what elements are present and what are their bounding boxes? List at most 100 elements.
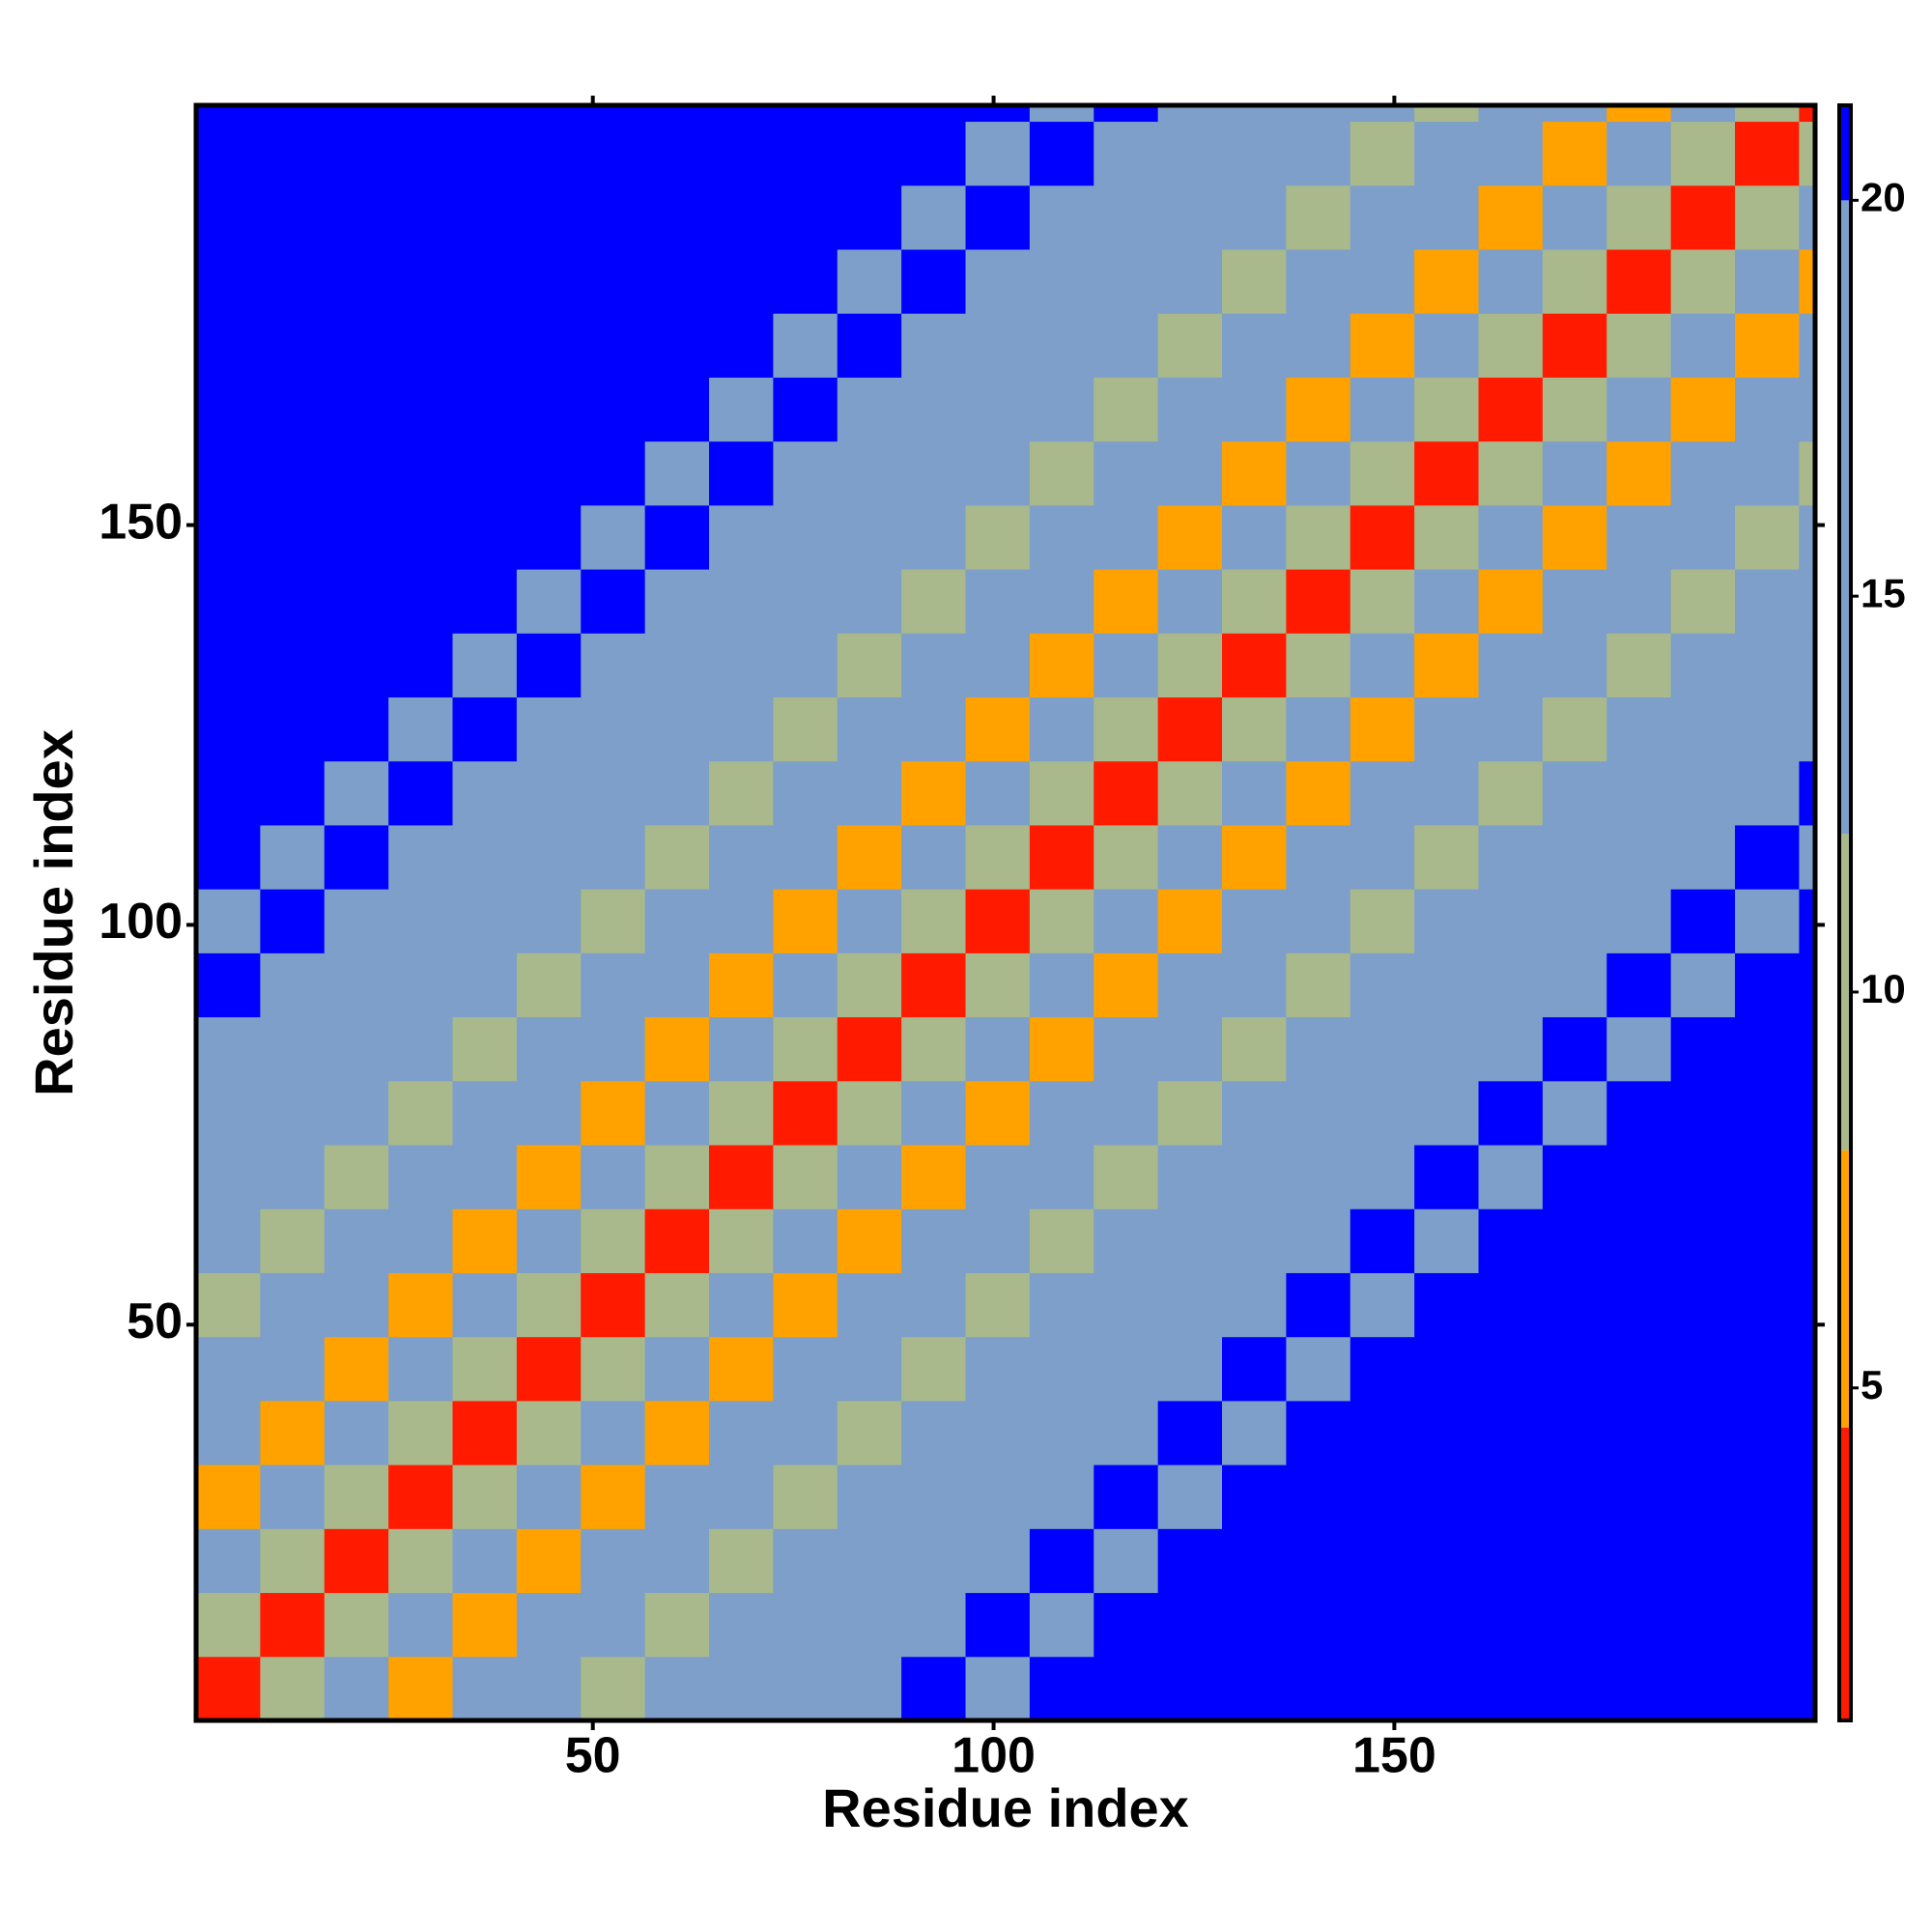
- heatmap-cell: [1286, 696, 1351, 762]
- heatmap-cell: [1286, 248, 1351, 314]
- heatmap-cell: [260, 952, 326, 1018]
- heatmap-cell: [1606, 1080, 1672, 1146]
- heatmap-cell: [837, 440, 902, 506]
- heatmap-cell: [452, 1336, 518, 1402]
- heatmap-cell: [837, 248, 902, 314]
- heatmap-cell: [901, 1336, 967, 1402]
- heatmap-cell: [1542, 248, 1607, 314]
- heatmap-cell: [901, 105, 967, 123]
- colorbar-tick-label: 20: [1861, 174, 1906, 219]
- heatmap-cell: [837, 1016, 902, 1082]
- heatmap-cell: [1414, 952, 1480, 1018]
- heatmap-cell: [452, 569, 518, 634]
- heatmap-cell: [1222, 313, 1287, 378]
- heatmap-cell: [260, 377, 326, 442]
- heatmap-cell: [1670, 1656, 1736, 1721]
- heatmap-cell: [1799, 248, 1816, 314]
- heatmap-cell: [1029, 696, 1094, 762]
- heatmap-cell: [773, 696, 838, 762]
- heatmap-cell: [1286, 1656, 1351, 1721]
- heatmap-cell: [388, 1208, 454, 1273]
- heatmap-cell: [1606, 1145, 1672, 1209]
- heatmap-cell: [1029, 1592, 1094, 1658]
- heatmap-cell: [1414, 1145, 1480, 1209]
- heatmap-cell: [388, 1016, 454, 1082]
- heatmap-cell: [644, 1400, 710, 1465]
- heatmap-cell: [516, 1464, 582, 1529]
- heatmap-cell: [1670, 313, 1736, 378]
- heatmap-cell: [1414, 824, 1480, 890]
- heatmap-cell: [324, 1336, 389, 1402]
- heatmap-cell: [581, 1145, 646, 1209]
- heatmap-cell: [901, 1080, 967, 1146]
- heatmap-cell: [452, 889, 518, 953]
- heatmap-cell: [1606, 1528, 1672, 1594]
- heatmap-cell: [837, 504, 902, 570]
- heatmap-cell: [1222, 1080, 1287, 1146]
- heatmap-cell: [1670, 248, 1736, 314]
- heatmap-cell: [644, 105, 710, 123]
- heatmap-cell: [1542, 760, 1607, 826]
- heatmap-cell: [837, 1400, 902, 1465]
- heatmap-cell: [1606, 633, 1672, 698]
- heatmap-cell: [1157, 1080, 1223, 1146]
- heatmap-cell: [324, 1016, 389, 1082]
- heatmap-cell: [709, 760, 774, 826]
- heatmap-cell: [196, 569, 261, 634]
- heatmap-cell: [1478, 760, 1544, 826]
- heatmap-cell: [1735, 1592, 1800, 1658]
- heatmap-cell: [1029, 1208, 1094, 1273]
- heatmap-cell: [773, 1400, 838, 1465]
- heatmap-cell: [644, 760, 710, 826]
- heatmap-cell: [388, 1272, 454, 1338]
- heatmap-cell: [452, 696, 518, 762]
- heatmap-cell: [1414, 105, 1480, 123]
- heatmap-cell: [901, 760, 967, 826]
- heatmap-cell: [1286, 1272, 1351, 1338]
- heatmap-cell: [196, 377, 261, 442]
- heatmap-cell: [1157, 824, 1223, 890]
- heatmap-cell: [1478, 248, 1544, 314]
- x-axis-title: Residue index: [822, 1777, 1189, 1838]
- heatmap-cell: [1735, 1272, 1800, 1338]
- heatmap-cell: [1157, 248, 1223, 314]
- heatmap-cell: [1606, 569, 1672, 634]
- heatmap-cell: [1157, 1592, 1223, 1658]
- heatmap-cell: [1735, 1336, 1800, 1402]
- heatmap-cell: [581, 377, 646, 442]
- heatmap-cell: [901, 1592, 967, 1658]
- heatmap-cell: [837, 185, 902, 250]
- heatmap-cell: [1670, 1145, 1736, 1209]
- heatmap-cell: [1606, 696, 1672, 762]
- heatmap-cell: [709, 1016, 774, 1082]
- heatmap-cell: [1735, 889, 1800, 953]
- heatmap-cell: [1478, 1464, 1544, 1529]
- heatmap-cell: [260, 889, 326, 953]
- heatmap-cell: [1222, 952, 1287, 1018]
- heatmap-cell: [709, 377, 774, 442]
- heatmap-cell: [1606, 121, 1672, 186]
- heatmap-cell: [709, 889, 774, 953]
- heatmap-cell: [196, 1656, 261, 1721]
- heatmap-cell: [196, 1592, 261, 1658]
- heatmap-cell: [837, 952, 902, 1018]
- heatmap-cell: [1478, 1145, 1544, 1209]
- heatmap-cell: [1157, 1464, 1223, 1529]
- heatmap-cell: [901, 824, 967, 890]
- heatmap-cell: [324, 105, 389, 123]
- heatmap-cell: [1542, 377, 1607, 442]
- heatmap-cell: [1542, 121, 1607, 186]
- heatmap-cell: [1414, 1656, 1480, 1721]
- heatmap-cell: [196, 696, 261, 762]
- heatmap-cell: [965, 952, 1031, 1018]
- heatmap-cell: [1414, 633, 1480, 698]
- heatmap-cell: [1094, 1400, 1159, 1465]
- heatmap-cell: [1157, 1656, 1223, 1721]
- heatmap-cell: [452, 1592, 518, 1658]
- heatmap-cell: [1670, 105, 1736, 123]
- heatmap-cell: [1157, 377, 1223, 442]
- heatmap-cell: [1094, 313, 1159, 378]
- heatmap-cell: [965, 248, 1031, 314]
- heatmap-cell: [1350, 569, 1415, 634]
- heatmap-cell: [1094, 1464, 1159, 1529]
